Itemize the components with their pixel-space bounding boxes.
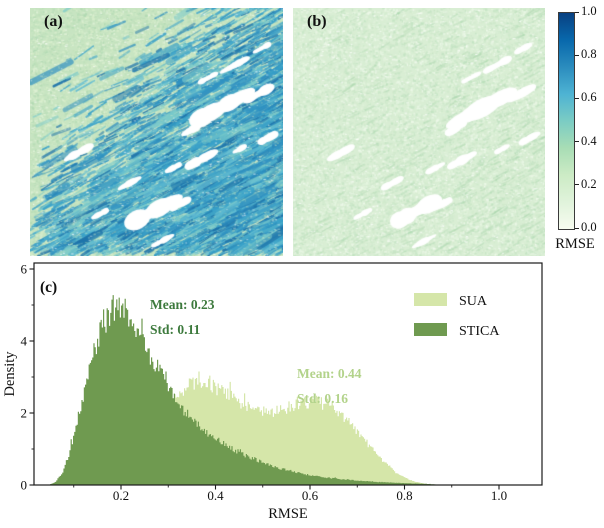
colorbar-tick-label: 1.0	[581, 4, 597, 18]
colorbar-tick	[575, 11, 579, 13]
legend-label-sua: SUA	[459, 294, 488, 309]
axes-frame	[33, 262, 543, 486]
colorbar-tick	[575, 141, 579, 143]
tick-label: 0.8	[396, 488, 412, 503]
tick-label: 2	[21, 406, 28, 421]
tick-label: 0	[21, 478, 28, 493]
tick-label: 1.0	[491, 488, 507, 503]
colorbar-title: RMSE	[555, 236, 595, 252]
sua-std-annotation: Std: 0.16	[297, 391, 348, 406]
colorbar-tick	[575, 97, 579, 99]
map-panel-b: (b)	[293, 8, 545, 256]
tick-label: 6	[21, 262, 28, 277]
density-chart: 0.2 0.4 0.6 0.8 1.0 0 2 4 6 (c) Mean: 0.23 Std: …	[2, 262, 543, 522]
legend-label-stica: STICA	[459, 324, 500, 339]
histogram-stica	[47, 295, 443, 485]
x-axis-label: RMSE	[268, 506, 308, 522]
colorbar-tick-label: 0.2	[581, 176, 597, 191]
tick-label: 0.2	[113, 488, 129, 503]
panel-label-a: (a)	[44, 13, 63, 30]
stica-std-annotation: Std: 0.11	[150, 322, 201, 337]
colorbar-tick	[575, 227, 579, 229]
map-panel-a: (a)	[30, 8, 283, 256]
legend: SUA STICA	[414, 293, 500, 339]
colorbar-tick-label: 0.8	[581, 47, 597, 62]
sua-mean-annotation: Mean: 0.44	[297, 366, 362, 381]
legend-swatch-stica	[414, 323, 447, 336]
stica-mean-annotation: Mean: 0.23	[150, 297, 215, 312]
colorbar-tick	[575, 184, 579, 186]
tick-label: 0.4	[207, 488, 224, 503]
colorbar-tick-label: 0.0	[581, 220, 597, 234]
rmse-map-b	[293, 8, 545, 256]
tick-label: 0.6	[302, 488, 319, 503]
panel-label-b: (b)	[307, 13, 327, 30]
colorbar-gradient	[558, 12, 575, 230]
colorbar-tick-label: 0.4	[581, 133, 597, 148]
y-axis-label: Density	[2, 351, 18, 397]
axis-ticks: 0.2 0.4 0.6 0.8 1.0 0 2 4 6	[21, 262, 508, 504]
rmse-map-a	[30, 8, 283, 256]
colorbar-tick	[575, 54, 579, 56]
tick-label: 4	[21, 334, 28, 349]
legend-swatch-sua	[414, 293, 447, 306]
panel-label-c: (c)	[40, 279, 57, 296]
colorbar-tick-label: 0.6	[581, 90, 597, 105]
